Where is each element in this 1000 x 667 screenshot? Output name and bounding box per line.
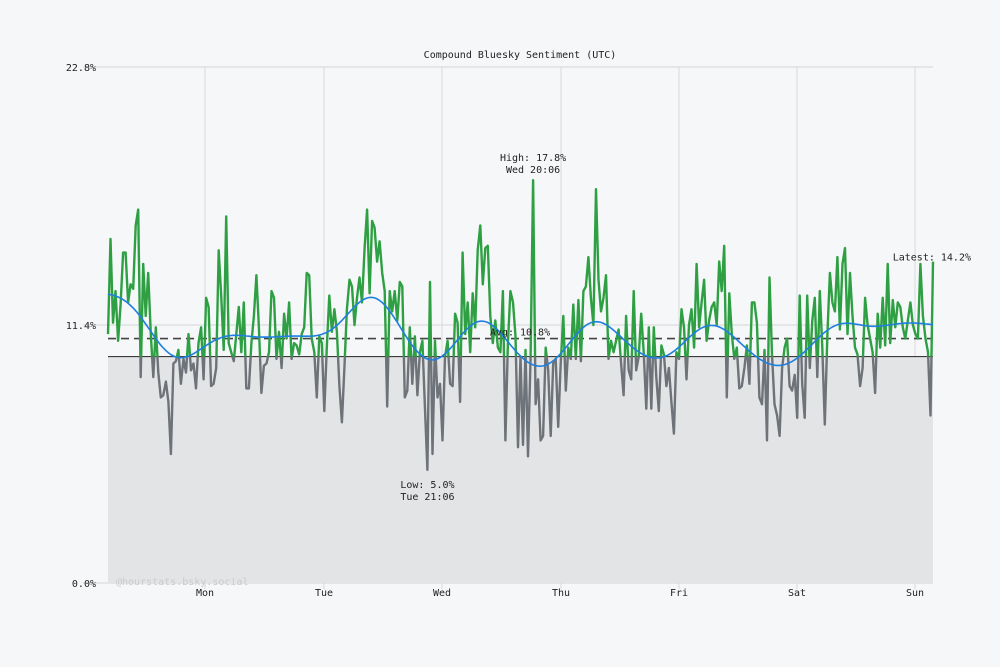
low-annotation-time: Tue 21:06 (400, 492, 454, 503)
x-tick-label: Wed (433, 588, 451, 599)
y-tick-label: 22.8% (66, 63, 96, 74)
high-annotation-time: Wed 20:06 (506, 165, 560, 176)
avg-annotation: Avg: 10.8% (490, 328, 550, 339)
x-tick-label: Thu (552, 588, 570, 599)
x-tick-label: Mon (196, 588, 214, 599)
x-tick-label: Fri (670, 588, 688, 599)
low-annotation-label: Low: 5.0% (400, 480, 454, 491)
series-lines (106, 179, 935, 471)
axes: 0.0% 11.4% 22.8% Mon Tue Wed Thu Fri Sat Sun (66, 63, 924, 599)
y-tick-label: 11.4% (66, 321, 96, 332)
high-annotation-label: High: 17.8% (500, 153, 566, 164)
chart-title: Compound Bluesky Sentiment (UTC) (424, 50, 617, 61)
latest-annotation: Latest: 14.2% (893, 253, 971, 264)
x-tick-label: Sat (788, 588, 806, 599)
x-tick-label: Tue (315, 588, 333, 599)
watermark: @hourstats.bsky.social (116, 577, 248, 588)
y-tick-label: 0.0% (72, 579, 96, 590)
trend-line (107, 293, 934, 368)
x-tick-label: Sun (906, 588, 924, 599)
